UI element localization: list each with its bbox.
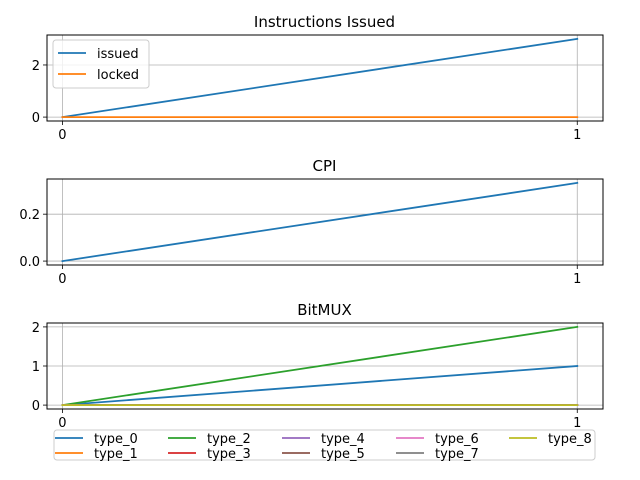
- legend-label-type-8: type_8: [548, 432, 592, 447]
- chart-title: CPI: [313, 157, 337, 175]
- x-tick-label: 0: [58, 272, 66, 287]
- legend-frame: [52, 39, 150, 89]
- axes-frame: [46, 34, 604, 122]
- legend-label-type-5: type_5: [321, 447, 365, 462]
- legend-label-issued: issued: [97, 47, 139, 62]
- legend-label-type-0: type_0: [94, 432, 138, 447]
- axes-frame: [46, 178, 604, 266]
- series-line-issued: [61, 37, 579, 119]
- tick-group: 0 1 0 2: [32, 59, 582, 143]
- y-tick-label: 0: [32, 111, 40, 126]
- gridlines: [47, 179, 603, 265]
- legend-label-type-1: type_1: [94, 447, 138, 462]
- plot-area: [61, 325, 579, 407]
- plot-area: [61, 181, 579, 263]
- x-tick-label: 1: [573, 272, 581, 287]
- plot-area: [61, 37, 579, 119]
- legend-label-type-4: type_4: [321, 432, 365, 447]
- y-tick-label: 1: [32, 360, 40, 375]
- chart-title: BitMUX: [297, 301, 352, 319]
- chart-instructions-issued: Instructions Issued 0 1 0 2 issued locked: [32, 13, 604, 143]
- legend: issued locked: [52, 39, 150, 89]
- series-line-type-2: [61, 325, 579, 407]
- x-tick-label: 0: [58, 128, 66, 143]
- y-tick-label: 2: [32, 59, 40, 74]
- legend-label-type-3: type_3: [207, 447, 251, 462]
- series-line-0: [61, 181, 579, 263]
- chart-title: Instructions Issued: [254, 13, 395, 31]
- y-tick-label: 0: [32, 399, 40, 414]
- chart-cpi: CPI 0 1 0.0 0.2: [19, 157, 604, 287]
- x-tick-label: 1: [573, 416, 581, 431]
- tick-group: 0 1 0 1 2: [32, 321, 582, 431]
- legend-label-locked: locked: [97, 68, 139, 83]
- legend-label-type-6: type_6: [435, 432, 479, 447]
- y-tick-label: 2: [32, 321, 40, 336]
- y-tick-label: 0.0: [19, 255, 40, 270]
- legend-label-type-7: type_7: [435, 447, 479, 462]
- y-tick-label: 0.2: [19, 208, 40, 223]
- legend-label-type-2: type_2: [207, 432, 251, 447]
- legend: type_0 type_1 type_2 type_3 type_4 type_…: [53, 429, 596, 462]
- series-line-type-0: [61, 365, 579, 407]
- tick-group: 0 1 0.0 0.2: [19, 208, 581, 287]
- x-tick-label: 1: [573, 128, 581, 143]
- x-tick-label: 0: [58, 416, 66, 431]
- chart-bitmux: BitMUX 0 1 0 1 2 type_0 type_1 type_2 type_3…: [32, 301, 604, 462]
